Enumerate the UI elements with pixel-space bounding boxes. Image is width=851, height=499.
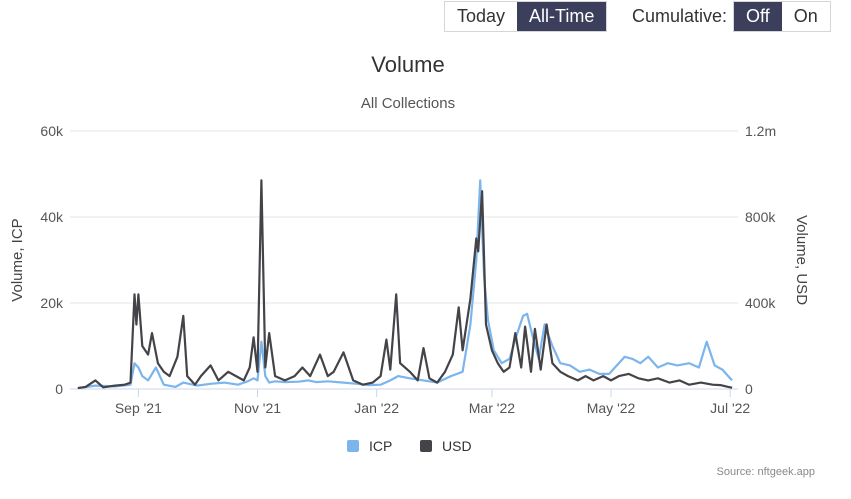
grid-lines [70,130,738,390]
chart-credit[interactable]: Source: nftgeek.app [717,466,815,478]
legend-swatch-icp[interactable] [347,440,359,452]
x-tick-label: May '22 [587,400,636,416]
chart-title: Volume [371,52,444,77]
y-left-tick-label: 0 [55,381,63,397]
y-axis-left: 0 20k 40k 60k [40,123,64,397]
series-group [77,179,733,390]
series-line-usd[interactable] [77,179,733,390]
cumulative-off-button[interactable]: Off [734,2,782,31]
y-axis-right: 0 400k 800k 1.2m [745,123,776,397]
today-button[interactable]: Today [445,2,518,31]
y-left-tick-label: 40k [40,209,64,225]
y-right-tick-label: 0 [745,381,753,397]
x-tick-label: Jul '22 [710,400,750,416]
x-tick-label: Sep '21 [115,400,162,416]
legend-label-icp[interactable]: ICP [369,438,392,454]
chart-subtitle: All Collections [361,95,455,112]
cumulative-label: Cumulative: [632,6,728,26]
cumulative-on-button[interactable]: On [781,2,830,31]
x-tick-label: Nov '21 [234,400,281,416]
legend-label-usd[interactable]: USD [442,438,472,454]
range-toggle: Today All-Time [444,1,608,32]
y-right-tick-label: 1.2m [745,123,776,139]
all-time-button[interactable]: All-Time [517,2,607,31]
x-tick-label: Jan '22 [354,400,399,416]
y-left-tick-label: 20k [40,295,64,311]
cumulative-toggle: Off On [733,1,831,32]
y-right-tick-label: 800k [745,209,776,225]
x-tick-label: Mar '22 [469,400,515,416]
series-line-icp[interactable] [77,179,733,390]
y-left-tick-label: 60k [40,123,64,139]
x-axis: Sep '21 Nov '21 Jan '22 Mar '22 May '22 Jul '… [115,389,750,416]
legend-swatch-usd[interactable] [420,440,432,452]
legend: ICP USD [347,438,472,454]
y-right-tick-label: 400k [745,295,776,311]
y-axis-left-title: Volume, ICP [9,218,26,301]
y-axis-right-title: Volume, USD [793,215,810,305]
